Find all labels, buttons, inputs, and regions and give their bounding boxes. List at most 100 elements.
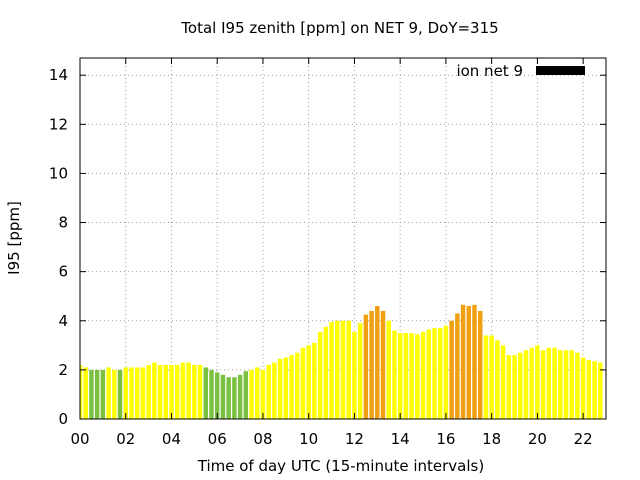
- bar: [123, 367, 128, 419]
- bar: [277, 358, 283, 419]
- bar: [483, 335, 489, 419]
- bar: [363, 314, 369, 419]
- bar: [386, 320, 391, 419]
- bar: [432, 328, 437, 419]
- bar: [94, 369, 100, 419]
- x-axis-label: Time of day UTC (15-minute intervals): [197, 457, 484, 475]
- x-tick-label: 00: [70, 430, 89, 448]
- bar: [477, 310, 483, 419]
- bar: [523, 350, 529, 419]
- bar: [152, 362, 157, 419]
- x-tick-label: 16: [436, 430, 455, 448]
- bar: [249, 369, 254, 419]
- plot-frame: [79, 57, 607, 420]
- bar: [220, 374, 226, 419]
- y-tick-label: 10: [49, 164, 68, 182]
- ticks: [79, 58, 606, 420]
- bar: [580, 357, 586, 419]
- x-tick-label: 12: [345, 430, 364, 448]
- bar: [460, 304, 466, 419]
- y-tick-label: 8: [58, 214, 68, 232]
- bar: [317, 331, 323, 419]
- bar: [312, 342, 317, 419]
- x-tick-label: 14: [391, 430, 410, 448]
- bar: [129, 367, 134, 419]
- y-tick-label: 14: [49, 66, 68, 84]
- bar: [506, 355, 512, 419]
- y-tick-label: 0: [58, 410, 68, 428]
- y-tick-labels: 0 2 4 6 8 10 12 14: [49, 66, 68, 428]
- bar: [392, 330, 397, 419]
- bar: [563, 350, 569, 419]
- bar: [598, 362, 603, 419]
- bar: [186, 362, 191, 419]
- bar: [420, 331, 426, 419]
- bar: [289, 355, 294, 419]
- x-tick-label: 10: [299, 430, 318, 448]
- bar: [106, 367, 111, 419]
- bar: [455, 313, 460, 419]
- bar: [266, 364, 271, 419]
- x-tick-label: 18: [482, 430, 501, 448]
- bar: [489, 335, 494, 419]
- bar: [540, 350, 546, 419]
- bar: [552, 347, 557, 419]
- bar: [403, 333, 409, 419]
- bar: [409, 333, 414, 419]
- bar: [472, 304, 477, 419]
- bar: [529, 347, 534, 419]
- bar: [306, 345, 311, 419]
- bar: [380, 310, 386, 419]
- legend: ion net 9: [456, 62, 585, 80]
- bar: [203, 367, 209, 419]
- bar: [89, 369, 94, 419]
- bar: [272, 362, 277, 419]
- y-tick-label: 6: [58, 263, 68, 281]
- bar: [518, 352, 523, 419]
- chart-title: Total I95 zenith [ppm] on NET 9, DoY=315: [180, 19, 498, 37]
- bar: [192, 364, 197, 419]
- bar: [323, 326, 329, 419]
- bar: [140, 367, 146, 419]
- bar: [575, 352, 580, 419]
- bar: [237, 374, 243, 419]
- bar: [83, 367, 88, 419]
- bar: [134, 367, 140, 419]
- bar: [232, 377, 237, 419]
- bar: [100, 369, 106, 419]
- bar: [197, 364, 203, 419]
- bar: [415, 334, 420, 419]
- bar: [443, 325, 449, 419]
- bar: [260, 369, 266, 419]
- bar: [512, 355, 517, 419]
- bar: [174, 364, 180, 419]
- x-tick-labels: 00 02 04 06 08 10 12 14 16 18 20 22: [70, 430, 592, 448]
- bar: [209, 369, 214, 419]
- bar: [397, 333, 403, 419]
- bar: [112, 369, 117, 419]
- x-tick-label: 04: [162, 430, 181, 448]
- bar: [300, 347, 306, 419]
- x-tick-label: 20: [528, 430, 547, 448]
- x-tick-label: 08: [253, 430, 272, 448]
- bar: [535, 345, 540, 419]
- bar: [226, 377, 231, 419]
- bar: [357, 323, 363, 419]
- bar: [500, 345, 506, 419]
- legend-label: ion net 9: [456, 62, 523, 80]
- bar: [163, 364, 168, 419]
- y-tick-label: 12: [49, 115, 68, 133]
- bar: [558, 350, 563, 419]
- bar: [80, 364, 83, 419]
- bar: [375, 306, 380, 419]
- bar: [146, 364, 151, 419]
- x-tick-label: 22: [574, 430, 593, 448]
- bar: [369, 310, 374, 419]
- bar: [426, 329, 431, 419]
- legend-swatch: [536, 66, 585, 75]
- bar: [346, 320, 351, 419]
- y-tick-label: 2: [58, 361, 68, 379]
- bar: [352, 331, 357, 419]
- bar: [255, 367, 260, 419]
